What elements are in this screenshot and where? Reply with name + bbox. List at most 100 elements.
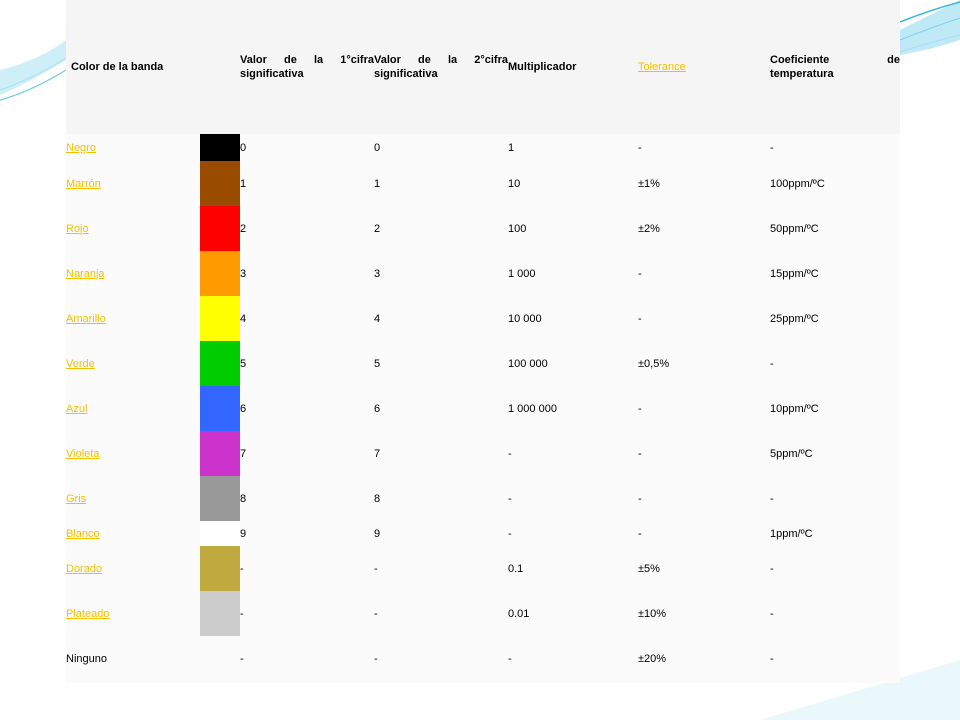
- tolerance-cell: -: [638, 527, 642, 540]
- table-row: Azul 6 6 1 000 000 - 10ppm/ºC: [66, 386, 900, 431]
- color-name-cell: Violeta: [66, 431, 200, 476]
- temperature-coefficient-cell: 50ppm/ºC: [770, 222, 819, 235]
- multiplier-cell: 1: [508, 141, 515, 154]
- color-swatch: [200, 161, 240, 206]
- table-row: Negro 0 0 1 - -: [66, 134, 900, 161]
- multiplier-cell: 1 000 000: [508, 402, 557, 415]
- color-name-link[interactable]: Azul: [66, 402, 88, 415]
- color-swatch: [200, 546, 240, 591]
- temperature-coefficient-cell: 5ppm/ºC: [770, 447, 813, 460]
- temperature-coefficient-cell: 1ppm/ºC: [770, 527, 813, 540]
- temperature-coefficient-cell: -: [770, 492, 774, 505]
- multiplier-cell: -: [508, 447, 512, 460]
- color-name-cell: Naranja: [66, 251, 200, 296]
- second-digit-cell: 5: [374, 357, 381, 370]
- temperature-coefficient-cell: -: [770, 357, 774, 370]
- color-name-link[interactable]: Amarillo: [66, 312, 106, 325]
- table-row: Amarillo 4 4 10 000 - 25ppm/ºC: [66, 296, 900, 341]
- table-row: Naranja 3 3 1 000 - 15ppm/ºC: [66, 251, 900, 296]
- first-digit-cell: 3: [240, 267, 247, 280]
- header-tolerance-link[interactable]: Tolerance: [638, 61, 686, 73]
- resistor-color-code-table: Color de la banda Valor de la 1°cifra si…: [66, 0, 900, 681]
- multiplier-cell: 1 000: [508, 267, 536, 280]
- header-color-band: Color de la banda: [71, 61, 164, 73]
- color-swatch: [200, 521, 240, 546]
- color-name-cell: Ninguno: [66, 636, 200, 681]
- temperature-coefficient-cell: -: [770, 141, 774, 154]
- color-swatch: [200, 591, 240, 636]
- color-name-label: Ninguno: [66, 652, 107, 665]
- temperature-coefficient-cell: 10ppm/ºC: [770, 402, 819, 415]
- multiplier-cell: 100: [508, 222, 527, 235]
- header-temperature-coefficient: Coeficiente de temperatura: [770, 54, 900, 80]
- tolerance-cell: -: [638, 141, 642, 154]
- table-row: Violeta 7 7 - - 5ppm/ºC: [66, 431, 900, 476]
- second-digit-cell: 4: [374, 312, 381, 325]
- second-digit-cell: 7: [374, 447, 381, 460]
- color-name-link[interactable]: Marrón: [66, 177, 101, 190]
- second-digit-cell: 8: [374, 492, 381, 505]
- color-swatch: [200, 296, 240, 341]
- color-name-cell: Rojo: [66, 206, 200, 251]
- header-second-digit: Valor de la 2°cifra significativa: [374, 54, 508, 80]
- second-digit-cell: 1: [374, 177, 381, 190]
- tolerance-cell: ±1%: [638, 177, 660, 190]
- second-digit-cell: 3: [374, 267, 381, 280]
- tolerance-cell: -: [638, 492, 642, 505]
- table-row: Verde 5 5 100 000 ±0,5% -: [66, 341, 900, 386]
- first-digit-cell: 1: [240, 177, 247, 190]
- multiplier-cell: 0.01: [508, 607, 530, 620]
- color-name-cell: Plateado: [66, 591, 200, 636]
- first-digit-cell: 5: [240, 357, 247, 370]
- table-row: Plateado - - 0.01 ±10% -: [66, 591, 900, 636]
- first-digit-cell: 8: [240, 492, 247, 505]
- second-digit-cell: -: [374, 562, 378, 575]
- color-swatch: [200, 386, 240, 431]
- table-row: Ninguno - - - ±20% -: [66, 636, 900, 681]
- tolerance-cell: -: [638, 267, 642, 280]
- first-digit-cell: -: [240, 607, 244, 620]
- header-first-digit: Valor de la 1°cifra significativa: [240, 54, 374, 80]
- color-name-link[interactable]: Verde: [66, 357, 95, 370]
- color-name-link[interactable]: Rojo: [66, 222, 89, 235]
- color-name-link[interactable]: Blanco: [66, 527, 100, 540]
- multiplier-cell: -: [508, 652, 512, 665]
- temperature-coefficient-cell: -: [770, 607, 774, 620]
- temperature-coefficient-cell: 100ppm/ºC: [770, 177, 825, 190]
- color-name-cell: Verde: [66, 341, 200, 386]
- color-name-link[interactable]: Dorado: [66, 562, 103, 575]
- color-name-link[interactable]: Violeta: [66, 447, 100, 460]
- color-name-cell: Marrón: [66, 161, 200, 206]
- color-name-link[interactable]: Gris: [66, 492, 87, 505]
- color-name-link[interactable]: Plateado: [66, 607, 110, 620]
- color-name-cell: Azul: [66, 386, 200, 431]
- second-digit-cell: 6: [374, 402, 381, 415]
- color-name-link[interactable]: Negro: [66, 141, 96, 154]
- header-multiplier: Multiplicador: [508, 61, 577, 73]
- table-row: Marrón 1 1 10 ±1% 100ppm/ºC: [66, 161, 900, 206]
- multiplier-cell: -: [508, 527, 512, 540]
- color-swatch: [200, 636, 240, 681]
- tolerance-cell: ±0,5%: [638, 357, 670, 370]
- tolerance-cell: -: [638, 312, 642, 325]
- first-digit-cell: -: [240, 652, 244, 665]
- temperature-coefficient-cell: 15ppm/ºC: [770, 267, 819, 280]
- color-swatch: [200, 206, 240, 251]
- tolerance-cell: ±10%: [638, 607, 667, 620]
- color-swatch: [200, 251, 240, 296]
- tolerance-cell: ±20%: [638, 652, 667, 665]
- color-name-link[interactable]: Naranja: [66, 267, 105, 280]
- temperature-coefficient-cell: 25ppm/ºC: [770, 312, 819, 325]
- table-header-row: Color de la banda Valor de la 1°cifra si…: [66, 0, 900, 134]
- first-digit-cell: 7: [240, 447, 247, 460]
- color-name-cell: Gris: [66, 476, 200, 521]
- color-name-cell: Blanco: [66, 521, 200, 546]
- tolerance-cell: ±5%: [638, 562, 660, 575]
- multiplier-cell: 10 000: [508, 312, 542, 325]
- multiplier-cell: 0.1: [508, 562, 524, 575]
- temperature-coefficient-cell: -: [770, 652, 774, 665]
- table-row: Dorado - - 0.1 ±5% -: [66, 546, 900, 591]
- table-row: Gris 8 8 - - -: [66, 476, 900, 521]
- second-digit-cell: -: [374, 607, 378, 620]
- second-digit-cell: 0: [374, 141, 381, 154]
